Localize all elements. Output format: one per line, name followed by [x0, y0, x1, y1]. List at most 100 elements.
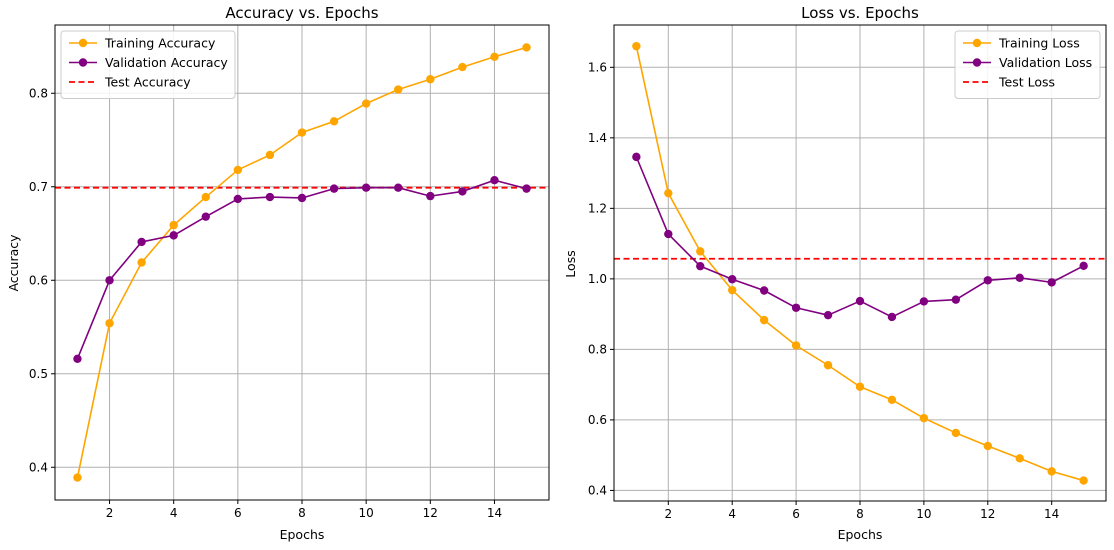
accuracy-legend-label: Test Accuracy — [104, 75, 191, 90]
loss-series-1-point — [728, 275, 737, 284]
accuracy-legend-label: Training Accuracy — [104, 36, 216, 51]
loss-series-1-point — [759, 286, 769, 295]
accuracy-series-0-point — [522, 43, 531, 52]
accuracy-series-0-point — [458, 62, 467, 72]
loss-x-tick-label: 10 — [916, 507, 931, 521]
accuracy-series-0-point — [361, 99, 371, 108]
accuracy-series-0-point — [105, 319, 114, 328]
loss-x-tick-label: 6 — [792, 507, 800, 521]
loss-x-axis-label: Epochs — [838, 527, 883, 542]
loss-legend-marker — [972, 38, 982, 48]
loss-legend-label: Training Loss — [998, 36, 1080, 51]
loss-series-1-point — [855, 296, 865, 306]
accuracy-series-1-point — [201, 212, 210, 221]
accuracy-y-tick-label: 0.8 — [29, 86, 48, 100]
loss-series-1-point — [632, 152, 641, 162]
loss-y-tick-label: 1.4 — [588, 131, 607, 145]
accuracy-legend-label: Validation Accuracy — [105, 55, 228, 70]
accuracy-x-tick-label: 6 — [234, 506, 242, 520]
accuracy-y-tick-label: 0.4 — [29, 460, 48, 474]
accuracy-x-tick-label: 8 — [298, 506, 306, 520]
loss-series-1-point — [1015, 273, 1024, 283]
accuracy-series-0-point — [233, 165, 243, 175]
loss-y-tick-label: 0.6 — [588, 413, 607, 427]
loss-series-0-point — [632, 41, 641, 51]
loss-series-0-point — [696, 247, 705, 256]
accuracy-plot-frame — [54, 24, 550, 501]
accuracy-series-1-point — [394, 183, 403, 192]
loss-y-axis-label: Loss — [563, 250, 578, 277]
loss-series-0-point — [791, 341, 801, 350]
loss-series-1-point — [919, 297, 929, 306]
accuracy-legend-marker — [78, 38, 88, 48]
accuracy-series-1-point — [361, 183, 371, 192]
loss-x-tick-label: 4 — [728, 507, 736, 521]
loss-y-tick-label: 0.4 — [588, 483, 607, 497]
accuracy-series-1-point — [169, 231, 178, 240]
accuracy-x-tick-label: 12 — [423, 506, 438, 520]
loss-series-0-point — [759, 315, 769, 325]
accuracy-series-1-point — [490, 176, 499, 185]
loss-series-0-point — [855, 382, 865, 391]
loss-series-0-point — [1047, 467, 1056, 476]
accuracy-series-0-point — [265, 150, 275, 160]
accuracy-x-axis-label: Epochs — [280, 527, 325, 542]
accuracy-series-1-point — [233, 194, 243, 204]
accuracy-y-tick-label: 0.7 — [29, 180, 48, 194]
accuracy-legend: Training Accuracy Validation Accuracy Test… — [60, 30, 236, 99]
loss-x-tick-label: 12 — [980, 507, 995, 521]
loss-series-1-point — [791, 303, 801, 312]
accuracy-series-1-point — [137, 237, 146, 247]
loss-series-0-point — [951, 428, 961, 438]
accuracy-series-0-point — [137, 258, 146, 267]
loss-y-tick-label: 1.0 — [588, 272, 607, 286]
loss-plot-frame — [613, 24, 1107, 502]
accuracy-chart: Accuracy vs. Epochs Epochs Accuracy 2 4 6 8… — [6, 4, 550, 542]
accuracy-series-0-point — [73, 473, 82, 482]
loss-legend-label: Test Loss — [998, 75, 1055, 90]
loss-chart-title: Loss vs. Epochs — [801, 4, 919, 22]
loss-y-tick-label: 1.6 — [588, 60, 607, 74]
loss-legend-label: Validation Loss — [999, 55, 1092, 70]
loss-x-tick-label: 8 — [856, 507, 864, 521]
accuracy-series-0-point — [329, 117, 339, 126]
accuracy-series-1-point — [297, 193, 307, 203]
loss-series-0-point — [983, 441, 992, 451]
accuracy-x-tick-label: 10 — [359, 506, 374, 520]
loss-series-1-point — [664, 229, 673, 239]
accuracy-y-tick-label: 0.6 — [29, 273, 48, 287]
accuracy-series-0-point — [169, 220, 178, 230]
loss-series-0-point — [919, 413, 929, 423]
accuracy-series-1-point — [522, 184, 531, 193]
loss-series-1-point — [951, 295, 961, 304]
accuracy-series-1-point — [458, 187, 467, 196]
loss-series-0-point — [664, 188, 673, 198]
accuracy-series-0-point — [394, 85, 403, 94]
loss-x-tick-label: 2 — [664, 507, 672, 521]
loss-x-tick-label: 14 — [1044, 507, 1059, 521]
loss-y-tick-label: 0.8 — [588, 342, 607, 356]
loss-y-tick-label: 1.2 — [588, 201, 607, 215]
accuracy-series-0-point — [426, 75, 435, 84]
accuracy-y-axis-label: Accuracy — [6, 234, 21, 292]
loss-series-1-point — [1079, 261, 1088, 271]
accuracy-series-1-point — [329, 184, 339, 193]
accuracy-series-0-point — [490, 52, 499, 61]
loss-series-0-point — [823, 361, 833, 370]
accuracy-series-1-point — [265, 192, 275, 202]
accuracy-series-0-point — [201, 192, 210, 202]
accuracy-series-1-point — [426, 191, 435, 201]
accuracy-chart-title: Accuracy vs. Epochs — [225, 4, 378, 22]
accuracy-x-tick-label: 4 — [170, 506, 178, 520]
accuracy-y-tick-label: 0.5 — [29, 367, 48, 381]
accuracy-x-tick-label: 2 — [106, 506, 114, 520]
accuracy-series-1-point — [105, 276, 114, 285]
loss-legend: Training Loss Validation Loss Test Loss — [954, 30, 1101, 99]
loss-series-1-point — [983, 276, 992, 285]
loss-series-1-point — [696, 261, 705, 271]
accuracy-series-1-point — [73, 354, 82, 364]
loss-series-1-point — [1047, 278, 1056, 287]
loss-series-0-point — [887, 395, 897, 405]
loss-series-1-point — [823, 310, 833, 320]
